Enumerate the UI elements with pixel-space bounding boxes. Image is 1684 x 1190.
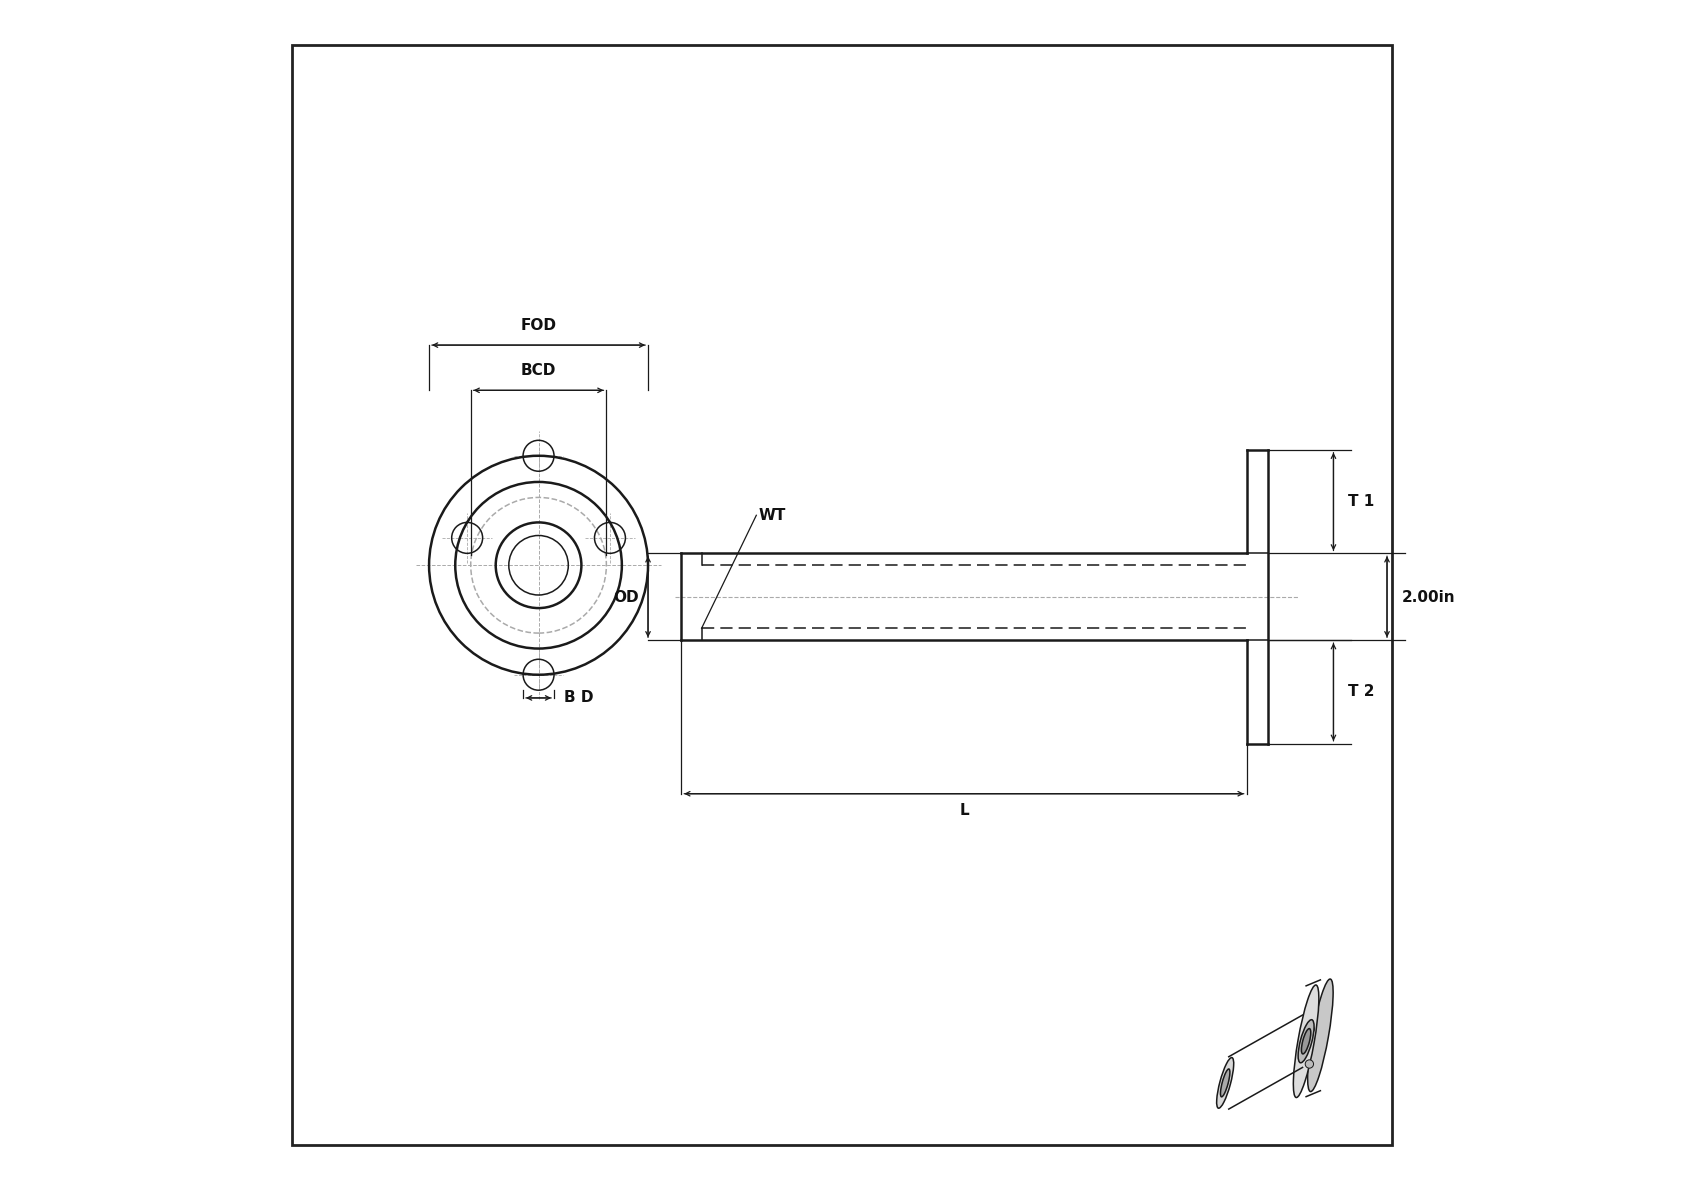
Ellipse shape bbox=[1216, 1058, 1234, 1108]
Ellipse shape bbox=[1298, 1020, 1314, 1063]
Ellipse shape bbox=[1221, 1069, 1229, 1097]
Text: T 1: T 1 bbox=[1347, 494, 1374, 509]
Ellipse shape bbox=[1307, 1025, 1314, 1033]
Text: BCD: BCD bbox=[520, 363, 556, 378]
Text: B D: B D bbox=[564, 690, 593, 706]
Ellipse shape bbox=[1302, 1028, 1310, 1054]
Text: FOD: FOD bbox=[520, 318, 556, 333]
Text: WT: WT bbox=[759, 508, 786, 522]
Text: 2.00in: 2.00in bbox=[1401, 590, 1455, 605]
Text: L: L bbox=[960, 803, 968, 819]
Ellipse shape bbox=[1293, 985, 1319, 1097]
Text: OD: OD bbox=[613, 590, 638, 605]
Ellipse shape bbox=[1308, 979, 1334, 1091]
Text: T 2: T 2 bbox=[1347, 684, 1374, 700]
Ellipse shape bbox=[1305, 1060, 1314, 1069]
